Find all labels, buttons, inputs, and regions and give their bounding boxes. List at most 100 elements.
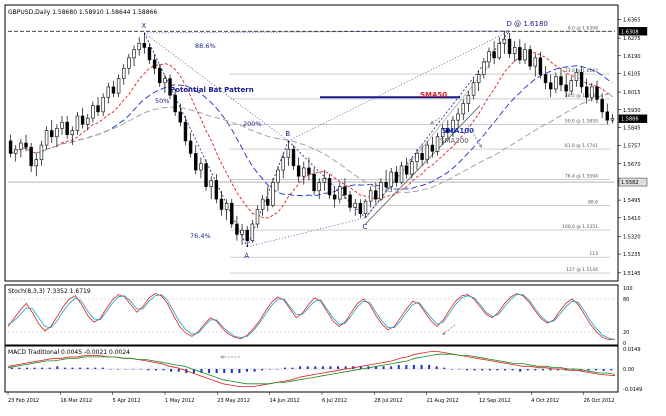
pivot-label-0: X [141, 22, 146, 30]
macd-hist-bar [466, 369, 469, 371]
sma50-label: SMA50 [420, 91, 447, 99]
macd-hist-bar [261, 369, 264, 371]
pattern-ratio-line [144, 30, 510, 34]
fib-label: 50.0 @ 1.5859 [565, 119, 598, 125]
macd-hist-bar [390, 366, 393, 369]
stochastic-header: Stoch(8,3,3) 7.3352 1.6719 [8, 288, 91, 295]
pattern-ratio-line [144, 32, 289, 142]
macd-hist-bar [25, 367, 28, 369]
ab-ratio-label: 50% [155, 97, 169, 105]
horizontal-level-label-box [618, 177, 648, 187]
candle-body [188, 140, 193, 154]
macd-hist-bar [124, 369, 127, 370]
x-tick-label: 14 Jun 2012 [270, 398, 300, 404]
macd-hist-bar [314, 366, 317, 369]
cd-ratio-label: 200% [243, 120, 262, 128]
candle-body [435, 136, 440, 152]
candle-body [80, 115, 85, 125]
macd-hist-bar [109, 369, 112, 370]
moving-averages [10, 52, 613, 225]
pattern-leg [365, 30, 510, 219]
candle-body [533, 57, 537, 67]
macd-signal-line [7, 353, 616, 385]
candle-body [332, 194, 337, 200]
bc-ratio-label: 76.4% [190, 232, 211, 240]
candle-body [327, 178, 332, 196]
macd-hist-bar [101, 367, 104, 369]
price-panel-frame[interactable] [4, 4, 619, 282]
x-tick-label: 21 Aug 2012 [427, 398, 459, 404]
fib-label: 76.4 @ 1.5594 [565, 174, 598, 180]
candle-body [296, 165, 301, 177]
macd-hist-bar [450, 369, 453, 370]
macd-panel-frame[interactable] [4, 345, 619, 393]
macd-hist-bar [405, 364, 408, 369]
candle-body [487, 51, 491, 63]
candle-body [50, 130, 54, 138]
macd-hist-bar [595, 369, 598, 371]
macd-hist-bar [223, 369, 226, 374]
stoch-arrow [441, 324, 456, 336]
candle-body [368, 190, 373, 202]
candle-body [307, 167, 311, 175]
pattern-leg [143, 32, 248, 248]
candle-body [471, 82, 476, 96]
macd-hist-bar [420, 364, 423, 369]
candle-body [101, 97, 105, 113]
candle-body [461, 103, 465, 115]
candle-body [96, 105, 100, 113]
stoch-y-label: 100 [623, 286, 633, 292]
pivot-label-2: B [285, 130, 290, 138]
candle-body [255, 209, 260, 225]
macd-hist-bar [344, 366, 347, 369]
candle-body [302, 167, 306, 177]
stoch-main-line [7, 293, 616, 341]
candle-body [507, 38, 512, 54]
y-tick-label: 1.5670 [623, 162, 641, 168]
macd-hist-bar [86, 367, 89, 369]
macd-hist-bar [238, 369, 241, 374]
candle-body [24, 142, 28, 148]
candle-body [29, 146, 33, 167]
candle-body [245, 229, 249, 241]
candle-body [142, 43, 147, 48]
sma100-label: SMA100 [442, 127, 474, 135]
pattern-title: Potential Bat Pattern [170, 86, 254, 94]
candle-body [14, 148, 18, 154]
macd-hist-bar [246, 369, 249, 372]
candle-body [34, 159, 39, 167]
candle-body [374, 190, 378, 200]
x-tick-label: 28 Jul 2012 [374, 398, 402, 404]
candle-body [204, 163, 208, 187]
candle-body [358, 202, 363, 214]
x-tick-label: 16 Mar 2012 [60, 398, 92, 404]
candle-body [379, 182, 383, 200]
macd-hist-bar [147, 369, 150, 371]
stochastic-panel-frame[interactable] [4, 284, 619, 346]
candle-body [235, 223, 239, 235]
candle-body [338, 186, 342, 200]
candle-body [44, 130, 49, 146]
macd-hist-bar [602, 369, 605, 372]
y-tick-label: 1.5235 [623, 252, 641, 258]
macd-hist-bar [541, 369, 544, 371]
macd-hist-bar [71, 367, 74, 369]
candle-body [250, 223, 255, 241]
candle-body [440, 128, 445, 138]
candle-body [399, 165, 404, 183]
fib-label: 38.2 @ 1.5982 [565, 93, 598, 99]
stoch-arrow-head [442, 331, 446, 335]
x-tick-label: 26 Oct 2012 [584, 398, 615, 404]
candle-body [353, 202, 357, 208]
candle-body [404, 165, 409, 175]
macd-hist-bar [435, 366, 438, 369]
macd-header: MACD Traditional 0.0045 -0.0021 0.0024 [8, 349, 130, 356]
macd-hist-bar [610, 369, 613, 371]
macd-hist-bar [443, 367, 446, 369]
candle-body [224, 202, 229, 210]
candle-body [430, 144, 435, 152]
macd-hist-bar [306, 366, 309, 369]
fib-label: 127 @ 1.5144 [566, 267, 598, 273]
candle-body [600, 99, 604, 113]
